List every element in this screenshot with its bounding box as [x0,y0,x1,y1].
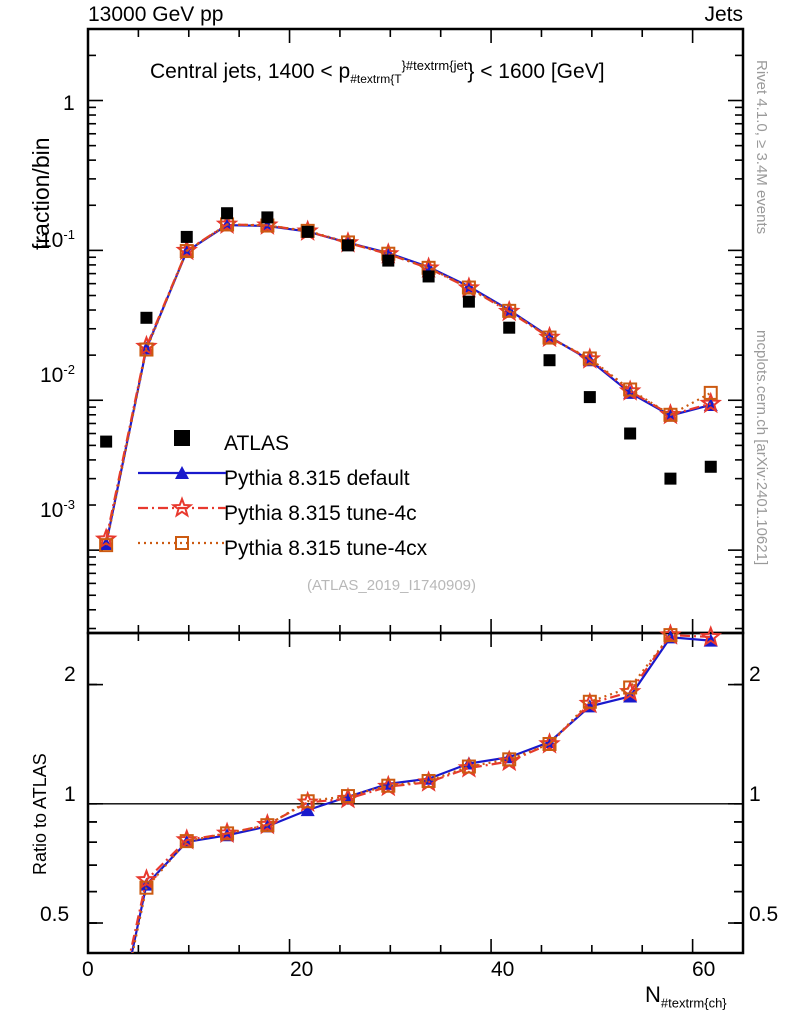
legend-label-default: Pythia 8.315 default [224,467,410,490]
legend-label-atlas: ATLAS [224,432,289,455]
xtick-0: 0 [82,958,94,981]
plot-title: Central jets, 1400 < p#textrm{T}#textrm{… [150,58,605,86]
xtick-40: 40 [491,958,515,981]
ratio-ytick-2-left: 2 [64,663,76,686]
ratio-ytick-05-right: 0.5 [749,903,779,926]
legend-label-tune4c: Pythia 8.315 tune-4c [224,502,417,525]
header-left: 13000 GeV pp [88,3,224,26]
ratio-ytick-1-right: 1 [749,783,761,806]
ratio-ytick-2-right: 2 [749,663,761,686]
legend-label-tune4cx: Pythia 8.315 tune-4cx [224,537,428,560]
ratio-ytick-1-left: 1 [64,783,76,806]
watermark-label: (ATLAS_2019_I1740909) [307,577,477,594]
ratio-ytick-05-left: 0.5 [40,903,70,926]
plot-title-a: Central jets, 1400 < p [150,60,351,83]
plot-title-sup: }#textrm{jet [401,58,468,73]
header-right: Jets [704,3,743,26]
main-ytick-1: 1 [63,92,75,115]
main-ytick-10em2: 10-2 [40,362,75,387]
main-ytick-10em1: 10-1 [40,227,75,252]
main-ytick-10em3: 10-3 [40,497,75,522]
plot-title-sub: #textrm{T [350,72,402,87]
xtick-20: 20 [290,958,314,981]
plot-title-b: } < 1600 [GeV] [467,60,605,83]
x-axis-label: N#textrm{ch} [645,982,727,1011]
xtick-60: 60 [692,958,716,981]
